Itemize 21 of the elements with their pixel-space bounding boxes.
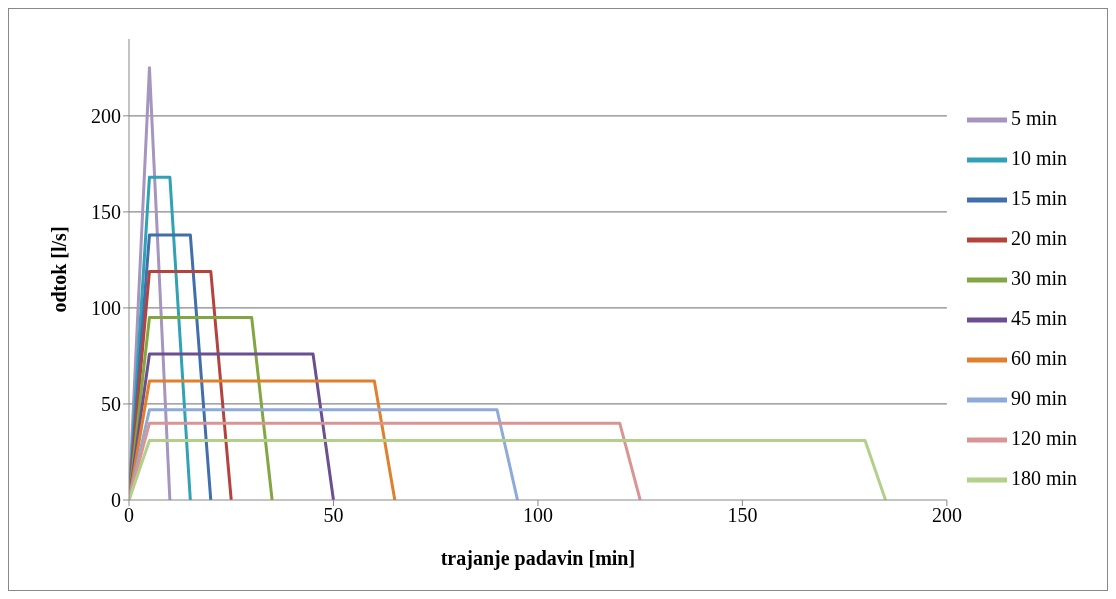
legend-label: 45 min [1010, 306, 1067, 329]
y-tick-label: 150 [91, 200, 121, 223]
x-tick-label: 200 [931, 504, 962, 527]
legend-label: 30 min [1010, 266, 1067, 289]
y-tick-label: 50 [101, 393, 121, 416]
x-axis-title: trajanje padavin [min] [440, 547, 636, 570]
legend-label: 5 min [1010, 106, 1057, 129]
x-tick-label: 50 [323, 504, 344, 527]
y-tick-label: 100 [91, 297, 121, 320]
legend-label: 20 min [1010, 226, 1067, 249]
legend-label: 180 min [1010, 466, 1077, 489]
y-tick-label: 0 [111, 489, 121, 512]
y-axis-title: odtok [l/s] [48, 226, 71, 313]
x-tick-label: 100 [522, 504, 553, 527]
legend-label: 90 min [1010, 386, 1067, 409]
legend-label: 60 min [1010, 346, 1067, 369]
legend-label: 15 min [1010, 186, 1067, 209]
legend-label: 10 min [1010, 146, 1067, 169]
legend-label: 120 min [1010, 426, 1077, 449]
x-tick-label: 150 [727, 504, 758, 527]
y-tick-label: 200 [91, 104, 121, 127]
